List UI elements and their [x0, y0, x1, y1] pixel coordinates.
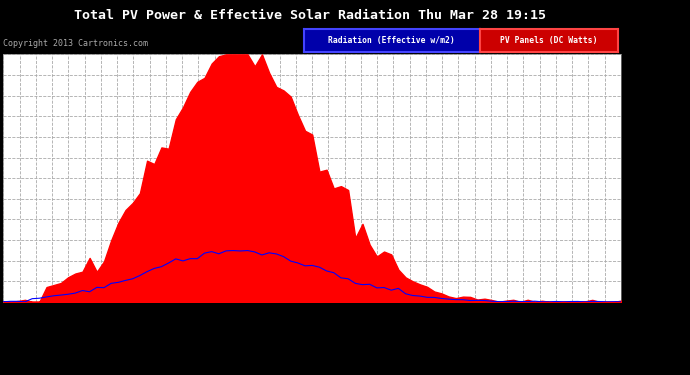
Text: Total PV Power & Effective Solar Radiation Thu Mar 28 19:15: Total PV Power & Effective Solar Radiati…: [75, 9, 546, 22]
Text: Radiation (Effective w/m2): Radiation (Effective w/m2): [328, 36, 455, 45]
Text: PV Panels (DC Watts): PV Panels (DC Watts): [500, 36, 598, 45]
Text: Copyright 2013 Cartronics.com: Copyright 2013 Cartronics.com: [3, 39, 148, 48]
